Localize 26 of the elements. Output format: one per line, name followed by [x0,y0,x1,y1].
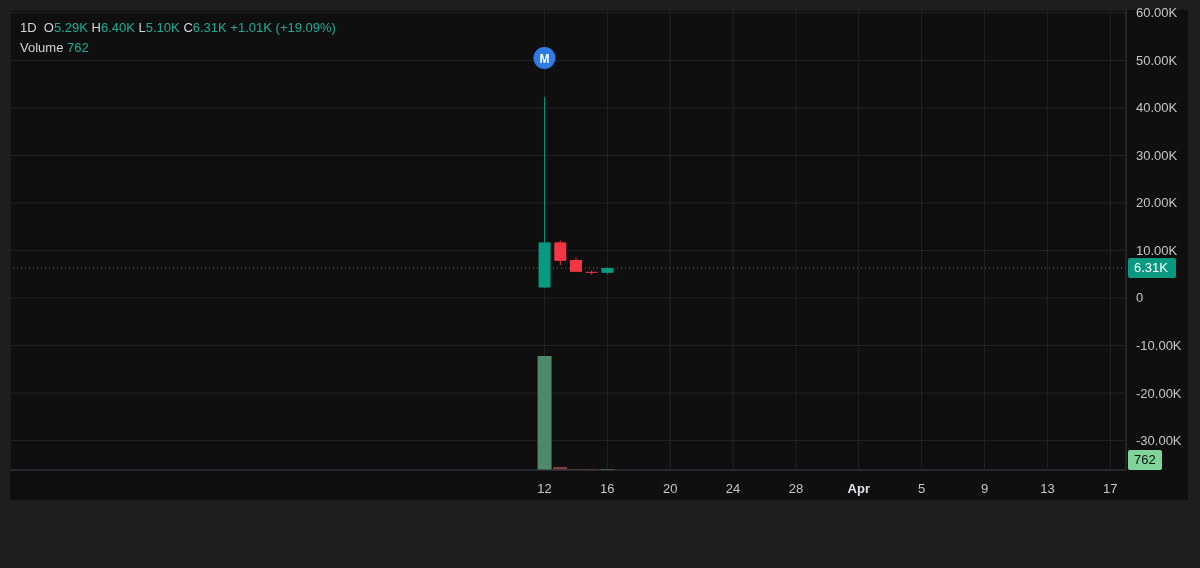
y-tick-label: -30.00K [1136,433,1182,449]
y-tick-label: 30.00K [1136,147,1178,163]
y-tick-label: 50.00K [1136,52,1178,68]
text: 762 [1128,450,1162,470]
x-tick-label: 9 [980,480,989,496]
y-tick-label: 10.00K [1136,242,1178,258]
x-tick-label: Apr [847,480,870,496]
x-tick-label: 12 [537,480,552,496]
x-tick-label: 24 [725,480,741,496]
ref-line-label: 6.31K [1134,260,1169,276]
y-tick-label: 40.00K [1136,100,1178,116]
x-tick-label: 20 [662,480,678,496]
y-tick-label: 20.00K [1136,195,1178,211]
y-tick-label: -10.00K [1136,338,1182,353]
text: 1D [20,20,38,35]
y-tick-label: -20.00K [1136,385,1182,401]
text: O5.29K H6.40K L5.10K C6.31K +1.01K (+19.09%) [43,20,336,35]
x-tick-label: 13 [1040,480,1055,496]
y-tick-label: 60.00K [1136,5,1178,21]
y-tick-label: 0 [1136,290,1144,306]
annotation: Volume 762 [20,40,89,55]
x-tick-label: 16 [600,480,615,496]
x-tick-label: 17 [1103,480,1118,496]
x-tick-label: 28 [788,480,804,496]
annotation: M [539,52,550,66]
x-tick-label: 5 [918,480,926,496]
